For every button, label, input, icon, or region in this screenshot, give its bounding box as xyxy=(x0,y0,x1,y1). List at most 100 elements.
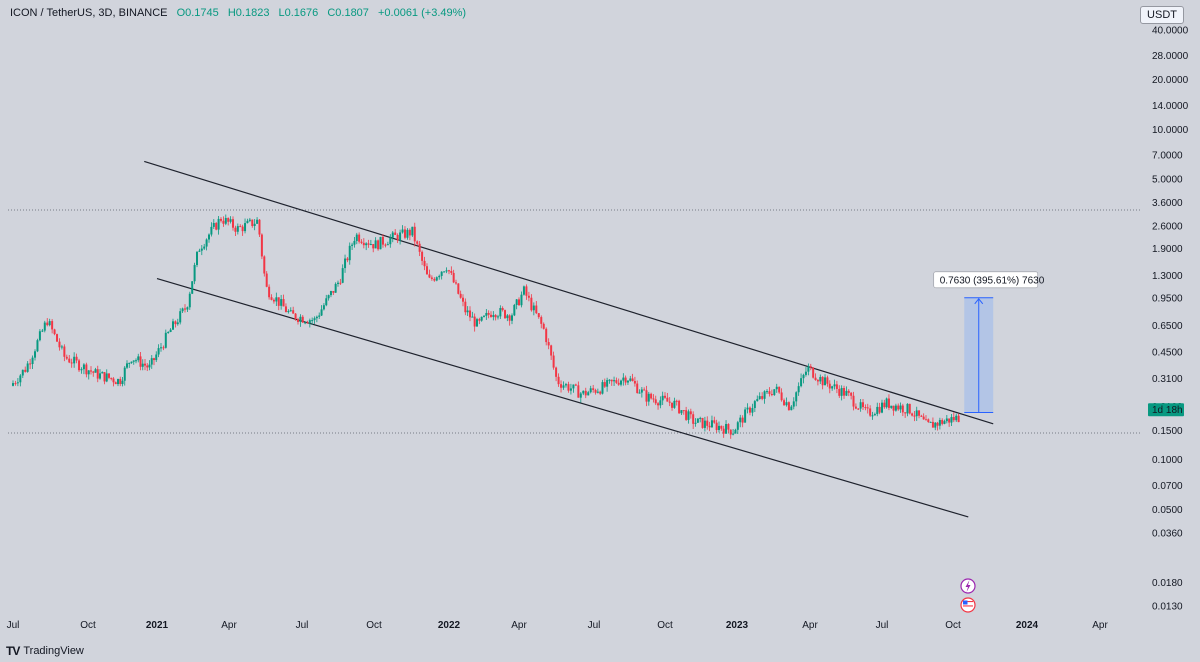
candle-body xyxy=(164,332,167,348)
candle-body xyxy=(615,380,618,383)
candle-body xyxy=(403,229,406,238)
candle-body xyxy=(464,301,467,313)
candle-body xyxy=(689,411,692,415)
us-flag-icon xyxy=(960,597,976,613)
candle-body xyxy=(248,219,251,221)
candle-body xyxy=(610,379,613,382)
candle-body xyxy=(421,251,424,261)
candle-body xyxy=(699,417,702,419)
candle-body xyxy=(301,316,304,323)
candle-body xyxy=(308,320,311,324)
measure-label-text: 0.7630 (395.61%) 7630 xyxy=(940,275,1045,286)
candle-body xyxy=(906,403,909,414)
candle-body xyxy=(362,242,365,246)
candle-body xyxy=(119,379,122,385)
candle-body xyxy=(212,222,215,227)
candle-body xyxy=(476,319,478,327)
candle-body xyxy=(696,418,699,423)
tradingview-logo[interactable]: TV TradingView xyxy=(6,644,84,658)
candle-body xyxy=(527,295,530,298)
candle-body xyxy=(234,227,237,232)
candle-body xyxy=(814,377,817,381)
candle-body xyxy=(650,393,653,399)
candle-body xyxy=(770,393,773,396)
candle-body xyxy=(433,278,436,281)
candle-body xyxy=(208,234,210,240)
candle-body xyxy=(812,367,815,378)
candle-body xyxy=(883,402,886,408)
candle-body xyxy=(56,334,59,342)
candle-body xyxy=(153,358,155,361)
candle-body xyxy=(280,299,283,306)
candle-body xyxy=(924,419,927,421)
candle-body xyxy=(957,415,960,423)
candle-body xyxy=(685,410,688,420)
candle-body xyxy=(406,229,409,238)
candle-body xyxy=(795,392,798,402)
candle-body xyxy=(144,363,146,366)
open-value: O0.1745 xyxy=(176,7,219,19)
candle-body xyxy=(640,389,643,393)
candle-body xyxy=(469,310,471,318)
candle-body xyxy=(589,388,592,393)
change-value: +0.0061 (+3.49%) xyxy=(377,7,467,19)
time-tick-label: Oct xyxy=(80,620,96,631)
candle-body xyxy=(377,240,380,250)
candle-body xyxy=(706,420,709,426)
candle-body xyxy=(833,384,836,387)
candle-body xyxy=(720,425,723,429)
candle-body xyxy=(525,286,528,296)
candle-body xyxy=(425,266,428,275)
candle-body xyxy=(643,389,646,391)
candle-body xyxy=(110,377,113,379)
candle-body xyxy=(38,331,41,341)
candle-body xyxy=(948,418,951,423)
candle-body xyxy=(270,297,273,300)
candle-body xyxy=(85,364,88,375)
candle-body xyxy=(435,277,438,281)
candle-body xyxy=(775,386,778,390)
candle-body xyxy=(401,229,404,233)
candle-body xyxy=(780,392,783,401)
candle-body xyxy=(761,396,764,399)
candle-body xyxy=(132,360,135,362)
candle-body xyxy=(346,258,349,261)
candle-body xyxy=(19,375,22,383)
candle-body xyxy=(471,316,474,318)
candle-body xyxy=(244,223,247,232)
price-tick-label: 2.6000 xyxy=(1152,222,1183,233)
candle-body xyxy=(232,219,235,228)
price-tick-label: 5.0000 xyxy=(1152,175,1183,186)
price-tick-label: 0.0130 xyxy=(1152,602,1183,613)
candle-body xyxy=(53,329,56,335)
candle-body xyxy=(358,234,361,242)
candle-body xyxy=(353,240,356,245)
candle-body xyxy=(809,366,812,368)
candle-body xyxy=(96,369,99,379)
candle-body xyxy=(852,395,855,407)
candle-body xyxy=(913,415,916,417)
candle-body xyxy=(277,297,280,306)
candle-body xyxy=(355,234,358,241)
time-tick-label: Apr xyxy=(511,620,527,631)
candle-body xyxy=(950,417,953,423)
candle-body xyxy=(904,412,907,414)
candle-body xyxy=(141,363,144,367)
candle-body xyxy=(617,382,620,385)
time-tick-label: Apr xyxy=(802,620,818,631)
candle-body xyxy=(596,391,599,393)
candle-body xyxy=(929,421,932,423)
candle-body xyxy=(384,244,387,246)
candle-body xyxy=(890,405,893,408)
candle-body xyxy=(105,373,108,382)
candle-body xyxy=(381,236,384,245)
candle-body xyxy=(746,407,749,410)
candle-body xyxy=(911,413,914,416)
candle-body xyxy=(620,380,623,385)
candle-body xyxy=(828,383,831,389)
candle-body xyxy=(150,358,153,365)
currency-button[interactable]: USDT xyxy=(1140,6,1184,24)
price-tick-label: 10.0000 xyxy=(1152,125,1189,136)
candle-body xyxy=(315,316,318,319)
